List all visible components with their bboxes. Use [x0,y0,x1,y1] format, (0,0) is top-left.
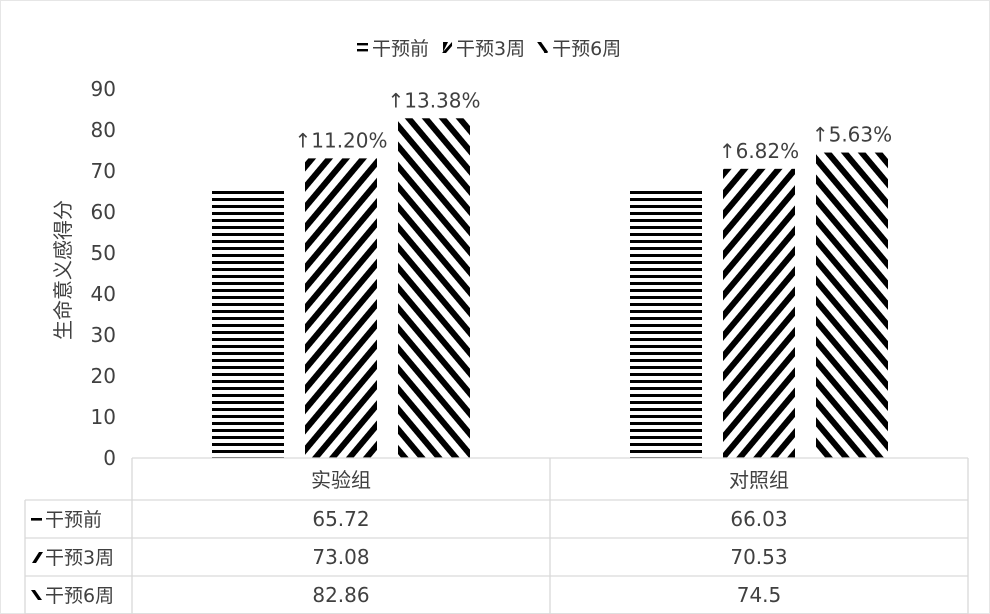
data-label: ↑11.20% [294,128,387,152]
legend-swatch [537,42,549,53]
y-tick-label: 70 [91,159,116,183]
table-cell: 74.5 [737,583,782,607]
bar [816,152,888,459]
bars [212,118,888,459]
table-cell: 82.86 [312,583,369,607]
category-label: 对照组 [729,468,789,492]
table-row-label: 干预3周 [45,547,114,569]
legend-label: 干预前 [372,38,429,60]
data-label: ↑5.63% [812,123,892,147]
table-row-label: 干预6周 [45,585,114,607]
table-legend-key [32,552,43,563]
table-cell: 70.53 [730,545,787,569]
table-key-mark [31,590,42,600]
annotations: ↑11.20%↑13.38% ↑6.82% ↑5.63% [294,88,892,163]
table-cell: 73.08 [312,545,369,569]
table-key-mark [31,518,42,521]
table-cell: 66.03 [730,507,787,531]
y-tick-label: 10 [91,405,116,429]
bar [305,158,377,458]
table-row-label: 干预前 [45,509,102,531]
legend-label: 干预3周 [456,38,525,60]
y-tick-label: 0 [103,446,116,470]
table-key-mark [32,552,43,563]
legend-swatch-mark [442,42,453,53]
table-legend-key [31,518,42,521]
legend-swatch-stripe [357,49,368,52]
bar [723,168,795,458]
legend-swatch [442,42,453,53]
y-tick-label: 90 [91,77,116,101]
y-tick-label: 30 [91,323,116,347]
y-axis-ticks: 0 10 20 30 40 50 60 70 80 90 [91,77,116,470]
bar [630,187,702,459]
bar [212,188,284,458]
data-label: ↑13.38% [387,88,480,112]
legend-label: 干预6周 [552,38,621,60]
bar [398,118,470,459]
legend-swatch [357,43,368,52]
legend-swatch-stripe [357,43,368,46]
data-label: ↑6.82% [719,139,799,163]
legend-swatch-mark [537,42,549,52]
y-axis-label: 生命意义感得分 [51,200,75,340]
table-cell: 65.72 [312,507,369,531]
y-tick-label: 60 [91,200,116,224]
y-tick-label: 50 [91,241,116,265]
category-label: 实验组 [311,468,371,492]
y-tick-label: 40 [91,282,116,306]
legend-swatch-mark [443,42,449,52]
y-tick-label: 20 [91,364,116,388]
legend: 干预前 干预3周 干预6周 [357,38,621,60]
table-legend-key [31,590,42,600]
legend-swatch-mark [544,49,549,53]
y-tick-label: 80 [91,118,116,142]
